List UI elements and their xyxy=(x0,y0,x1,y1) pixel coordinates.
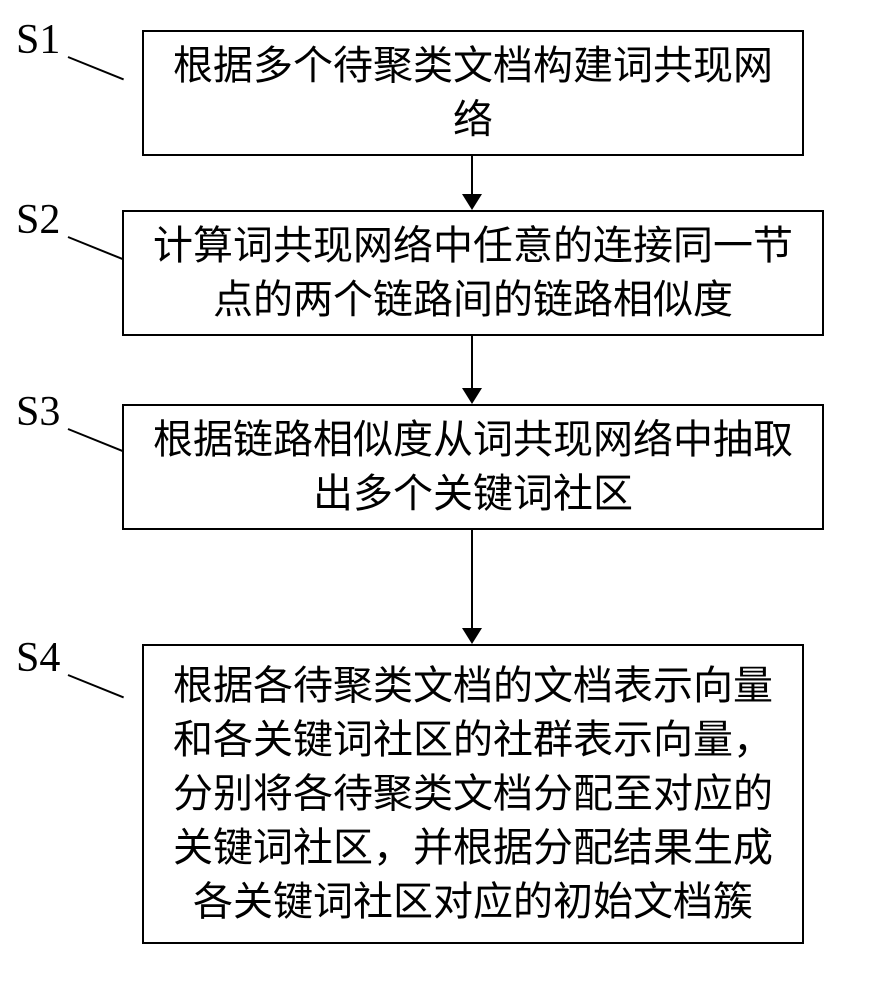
step-label-s4-text: S4 xyxy=(16,635,60,681)
flow-box-s2: 计算词共现网络中任意的连接同一节点的两个链路间的链路相似度 xyxy=(122,210,824,336)
arrow-1 xyxy=(462,156,482,210)
step-label-s3-text: S3 xyxy=(16,389,60,435)
arrow-2-line xyxy=(471,336,473,388)
arrow-3 xyxy=(462,530,482,644)
step-label-s1-text: S1 xyxy=(16,17,60,63)
arrow-3-line xyxy=(471,530,473,628)
step-label-s2: S2 xyxy=(16,196,60,244)
step-label-s2-text: S2 xyxy=(16,197,60,243)
flow-box-s4: 根据各待聚类文档的文档表示向量和各关键词社区的社群表示向量，分别将各待聚类文档分… xyxy=(142,644,804,944)
step-label-s3: S3 xyxy=(16,388,60,436)
flow-box-s1: 根据多个待聚类文档构建词共现网络 xyxy=(142,30,804,156)
arrow-1-line xyxy=(471,156,473,194)
flow-box-s3: 根据链路相似度从词共现网络中抽取出多个关键词社区 xyxy=(122,404,824,530)
arrow-3-head xyxy=(462,628,482,644)
flow-box-s2-text: 计算词共现网络中任意的连接同一节点的两个链路间的链路相似度 xyxy=(136,219,810,327)
step-label-s4: S4 xyxy=(16,634,60,682)
step-label-s1: S1 xyxy=(16,16,60,64)
arrow-2 xyxy=(462,336,482,404)
arrow-2-head xyxy=(462,388,482,404)
flow-box-s4-text: 根据各待聚类文档的文档表示向量和各关键词社区的社群表示向量，分别将各待聚类文档分… xyxy=(156,659,790,929)
arrow-1-head xyxy=(462,194,482,210)
flow-box-s1-text: 根据多个待聚类文档构建词共现网络 xyxy=(156,39,790,147)
flow-box-s3-text: 根据链路相似度从词共现网络中抽取出多个关键词社区 xyxy=(136,413,810,521)
